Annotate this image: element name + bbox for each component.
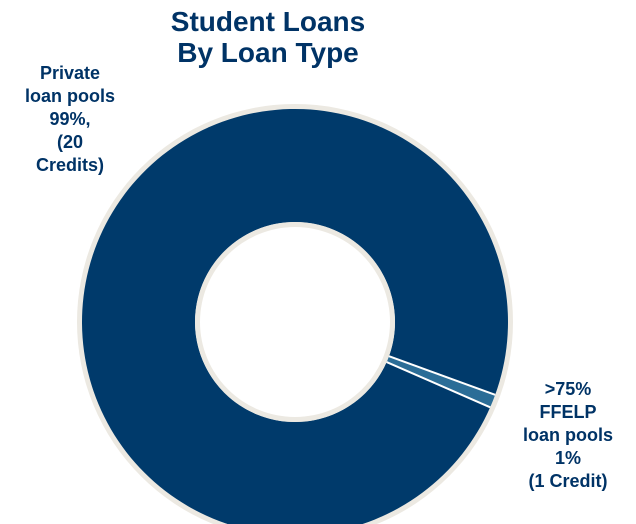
slice-label-ffelp-line-3: loan pools	[523, 425, 613, 445]
slice-label-ffelp-line-4: 1%	[554, 448, 581, 468]
slice-label-private-line-3: 99%,	[49, 109, 91, 129]
chart-title: Student Loans By Loan Type	[128, 6, 408, 68]
slice-label-private: Private loan pools 99%, (20 Credits)	[0, 62, 140, 177]
slice-label-ffelp-line-5: (1 Credit)	[528, 471, 608, 491]
slice-label-private-line-4: (20	[56, 132, 83, 152]
slice-private	[82, 109, 508, 524]
slice-label-private-line-2: loan pools	[25, 86, 115, 106]
slice-label-ffelp: >75% FFELP loan pools 1% (1 Credit)	[500, 378, 636, 493]
slice-label-ffelp-line-2: FFELP	[539, 402, 597, 422]
slice-label-private-line-1: Private	[39, 63, 101, 83]
slice-label-private-line-5: Credits)	[35, 155, 104, 175]
donut-hole	[200, 227, 390, 417]
chart-title-line-1: Student Loans	[170, 6, 366, 37]
slice-separator-1	[388, 355, 496, 396]
slice-ffelp	[386, 356, 496, 408]
slice-separator-2	[386, 361, 491, 409]
chart-title-line-2: By Loan Type	[177, 37, 359, 68]
slice-label-ffelp-line-1: >75%	[544, 379, 592, 399]
